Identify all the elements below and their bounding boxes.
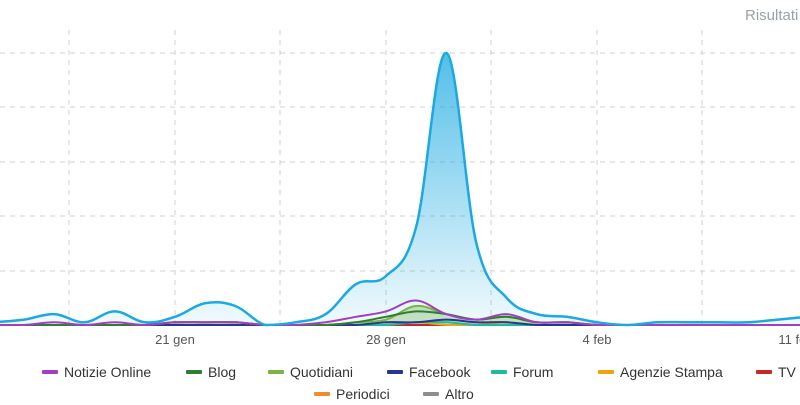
line-twitter [0,51,800,327]
legend-label-facebook: Facebook [409,364,471,380]
legend-swatch-quotidiani [268,370,284,374]
legend-label-forum: Forum [513,364,553,380]
x-tick-label: 11 feb [778,332,800,347]
legend-label-agenzie-stampa: Agenzie Stampa [620,364,723,380]
chart-title: Risultati [745,7,799,24]
legend-label-blog: Blog [208,364,236,380]
line-notizie-online [0,299,800,327]
x-tick-label: 4 feb [583,332,612,347]
legend-swatch-notizie-online [42,370,58,374]
x-tick-label: 28 gen [366,332,406,347]
legend-label-altro: Altro [445,386,474,400]
legend-label-periodici: Periodici [336,386,390,400]
legend-swatch-agenzie-stampa [598,370,614,374]
legend-swatch-forum [491,370,507,374]
series-areas [0,52,800,325]
legend-swatch-tv [756,370,772,374]
legend-swatch-blog [186,370,202,374]
series-lines [0,51,800,327]
legend-swatch-periodici [314,392,330,396]
legend-swatch-altro [423,392,439,396]
legend: erNotizie OnlineBlogQuotidianiFacebookFo… [42,364,797,402]
area-twitter [0,52,800,325]
legend-label-notizie-online: Notizie Online [64,364,151,380]
legend-swatch-facebook [387,370,403,374]
legend-label-tv: TV [778,364,797,380]
legend-label-quotidiani: Quotidiani [290,364,353,380]
x-tick-label: 21 gen [155,332,195,347]
x-axis-ticks: 21 gen 28 gen 4 feb 11 feb [155,332,800,347]
